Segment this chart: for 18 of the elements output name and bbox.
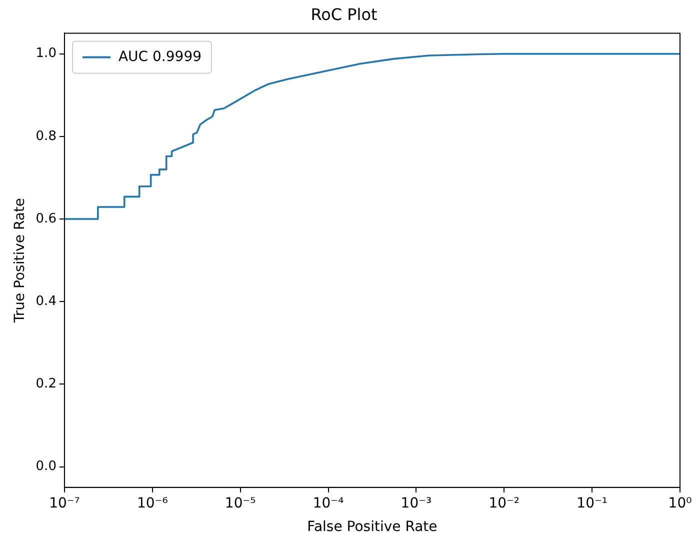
legend-label: AUC 0.9999 xyxy=(118,48,202,65)
y-tick-label: 0.8 xyxy=(36,128,56,144)
x-tick-label: 10⁻³ xyxy=(400,495,432,512)
x-tick-label: 10⁻¹ xyxy=(576,495,608,512)
y-tick-label: 0.2 xyxy=(36,376,56,392)
y-tick-label: 0.4 xyxy=(36,294,56,309)
x-tick-label: 10⁻⁵ xyxy=(224,495,256,512)
y-axis-title: True Positive Rate xyxy=(12,198,28,324)
chart-title: RoC Plot xyxy=(310,4,378,24)
x-tick-label: 10⁻⁶ xyxy=(136,495,168,512)
y-tick-label: 0.6 xyxy=(36,211,56,226)
x-tick-label: 10⁻⁷ xyxy=(49,495,80,512)
x-tick-label: 10⁰ xyxy=(668,495,692,512)
x-axis-title: False Positive Rate xyxy=(307,519,438,536)
y-tick-label: 0.0 xyxy=(36,459,56,474)
x-tick-label: 10⁻⁴ xyxy=(312,495,344,512)
y-tick-label: 1.0 xyxy=(36,46,56,62)
x-tick-label: 10⁻² xyxy=(488,495,520,512)
